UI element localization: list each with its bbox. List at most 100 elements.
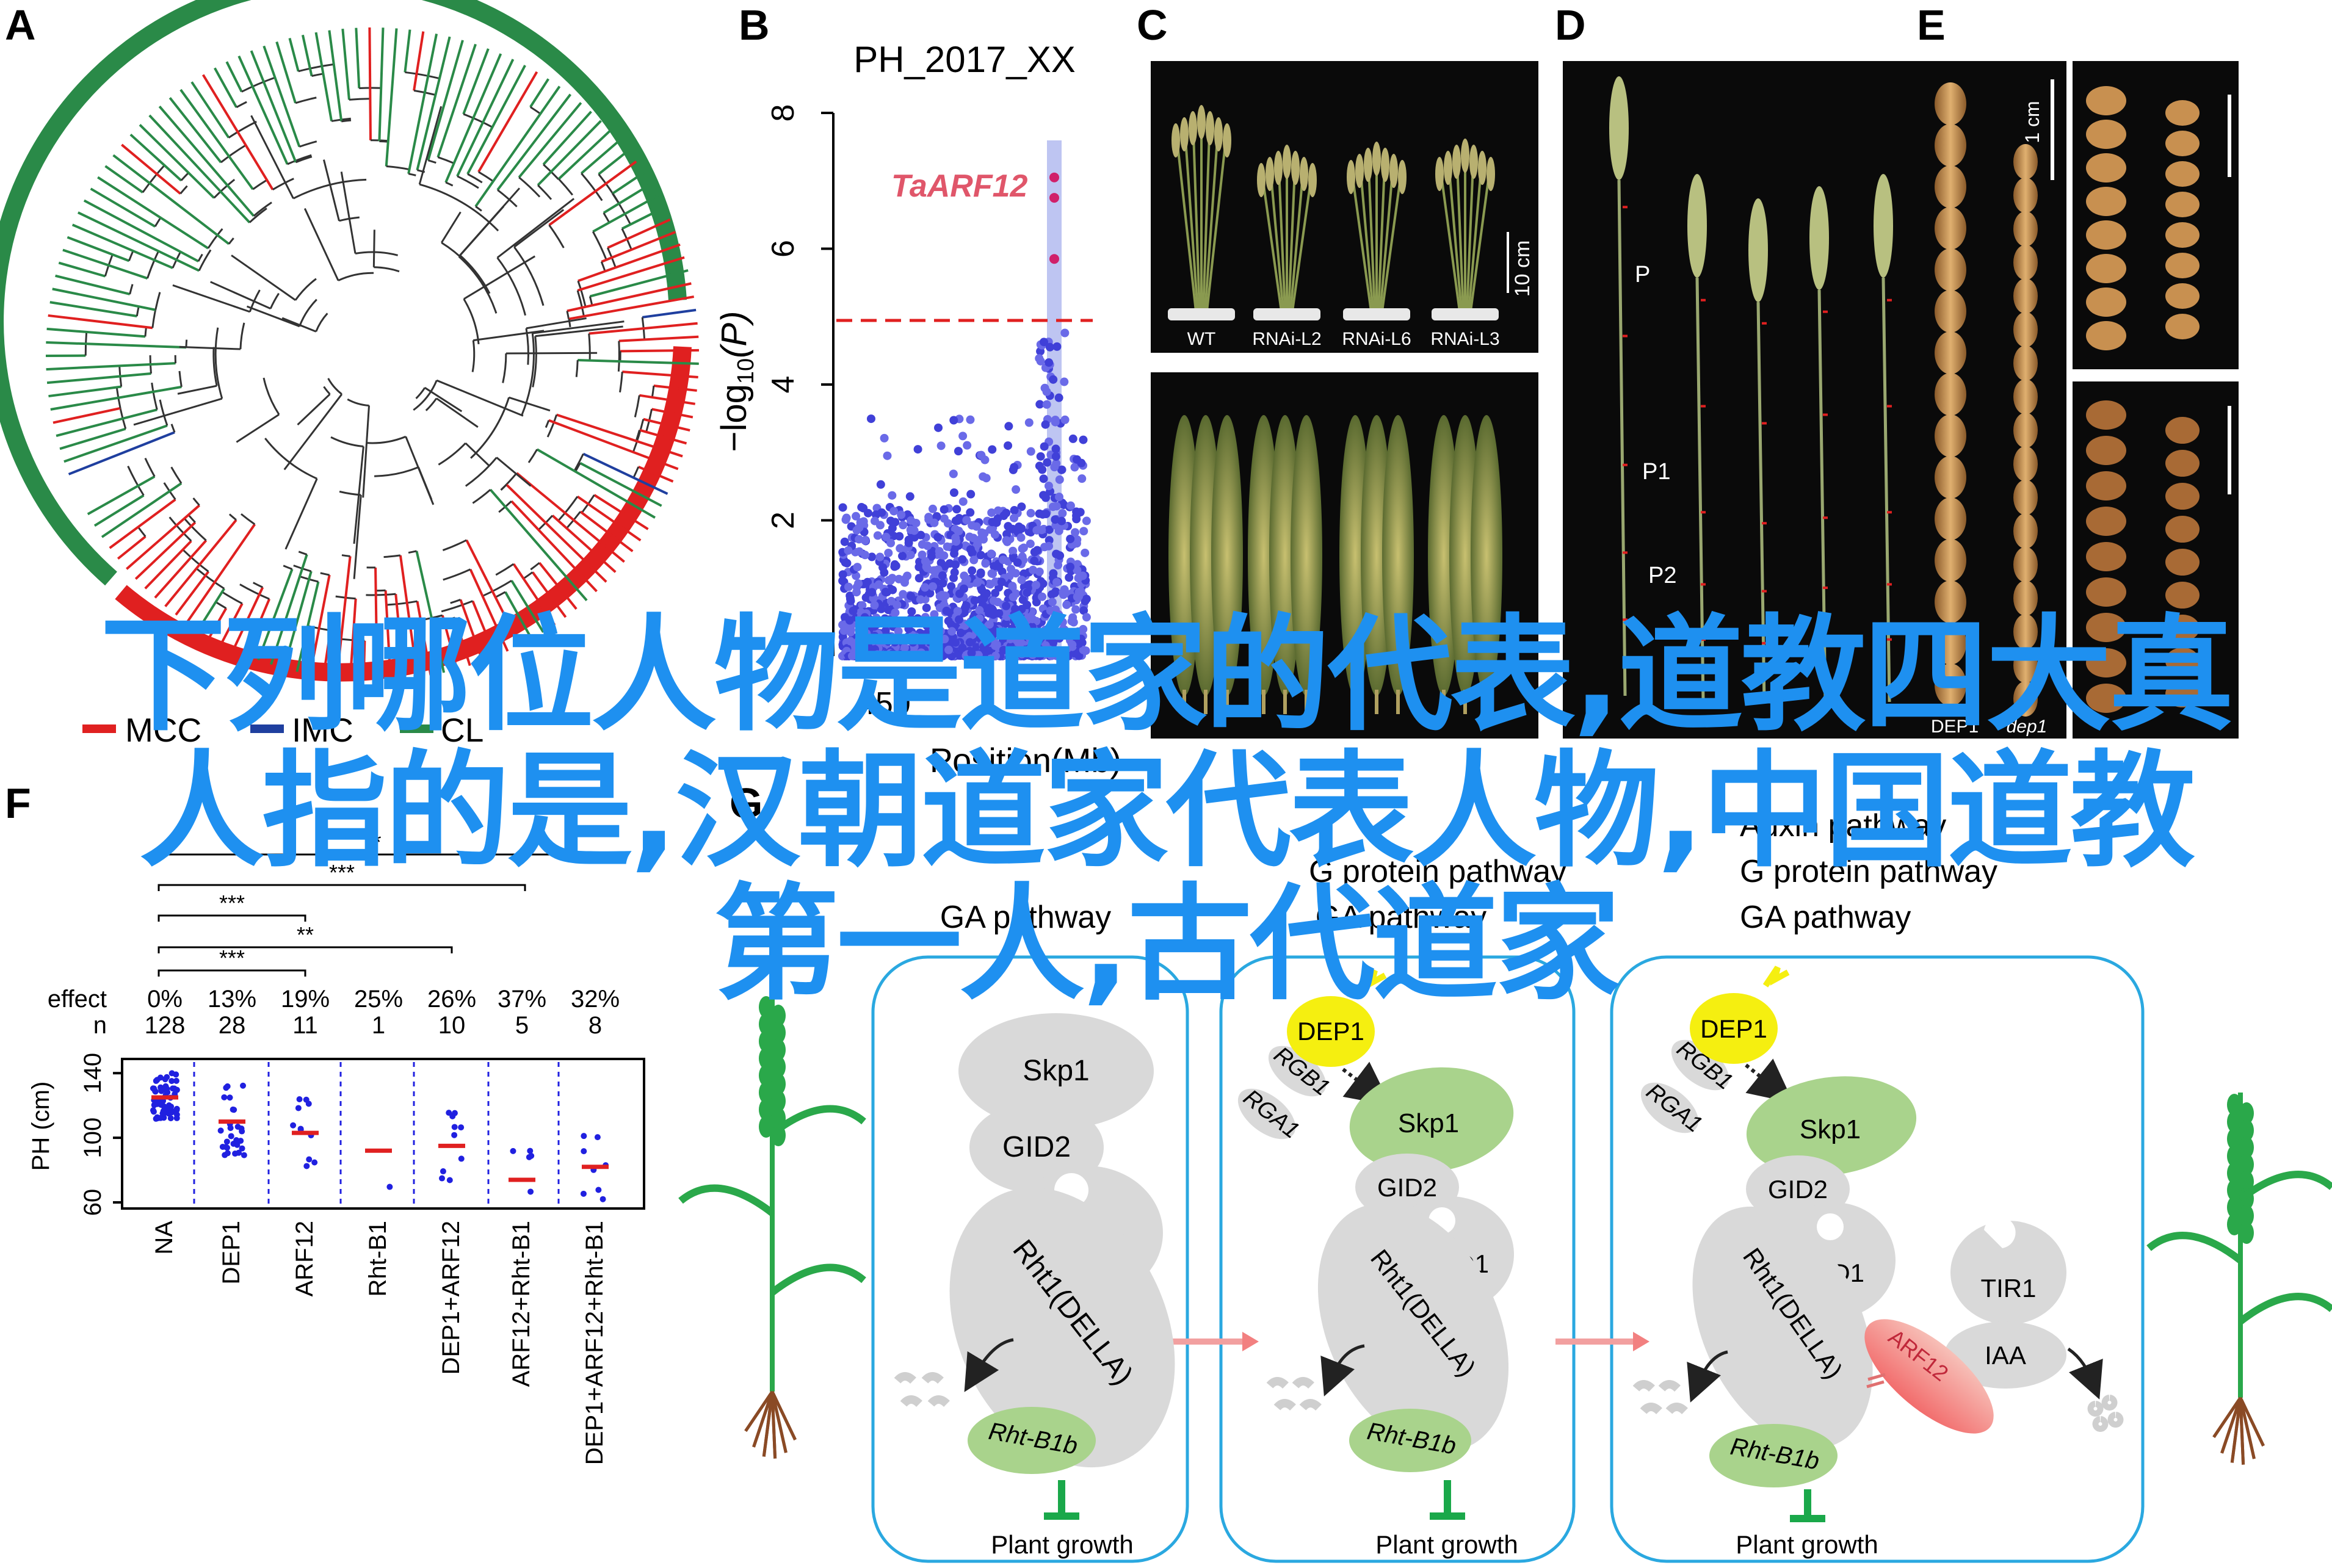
grain-dep1 [1935, 165, 1966, 208]
tree-node-arc [634, 395, 640, 417]
snp-point [890, 638, 899, 647]
phenotype-point [168, 1078, 175, 1085]
snp-point [1036, 452, 1045, 461]
tree-internal-branch [513, 209, 565, 248]
tree-node-arc [530, 562, 540, 571]
tree-node-arc [592, 231, 607, 261]
tree-node-arc [178, 370, 183, 388]
tree-leaf [53, 406, 121, 424]
tree-leaf [622, 370, 698, 378]
n-value: 11 [292, 1012, 318, 1039]
tree-internal-branch [322, 159, 340, 222]
snp-point [903, 651, 912, 660]
tree-internal-arc [415, 387, 426, 399]
inhibition-stem [1058, 1480, 1065, 1514]
grain-top-left [2086, 187, 2126, 216]
plant-grain [771, 1039, 786, 1061]
tree-node-arc [445, 181, 454, 187]
tree-node-arc [537, 184, 552, 200]
snp-point [1051, 605, 1060, 614]
grain-dep1 [1935, 622, 1966, 665]
snp-point [985, 631, 994, 640]
tree-node-arc [463, 113, 493, 128]
snp-point [1076, 634, 1085, 643]
tree-node-arc [500, 483, 507, 491]
grain-bottom-left [2086, 684, 2126, 713]
tree-leaf [427, 40, 464, 161]
chart-title: PH_2017_XX [853, 39, 1076, 80]
tree-internal-arc [299, 298, 317, 327]
rga1-shape-3 [1640, 1082, 1699, 1133]
snp-point [985, 620, 994, 629]
effect-value: 19% [281, 986, 330, 1013]
snp-point [966, 545, 975, 554]
snp-point [1026, 539, 1035, 548]
tree-leaf [612, 172, 645, 195]
tree-internal-arc [269, 292, 280, 309]
phenotype-point [599, 1196, 606, 1202]
tree-node-arc [546, 414, 558, 438]
snp-point [966, 508, 975, 517]
snp-point [1018, 646, 1027, 656]
tree-node-arc [341, 119, 352, 123]
tree-internal-branch [496, 198, 575, 259]
snp-point [933, 533, 943, 542]
plant-stem [1192, 115, 1201, 312]
tree-leaf [489, 488, 588, 601]
snp-point [1049, 375, 1058, 384]
plant-grain [771, 1073, 786, 1095]
tree-node-arc [566, 311, 570, 319]
snp-point [1052, 342, 1062, 351]
effect-value: 0% [147, 986, 183, 1013]
box3-complex: RGA1 RGB1 DEP1 Skp1 GID2 GID1 Rht1(DELLA… [1632, 966, 2124, 1559]
group-dividers [193, 1062, 560, 1207]
iaa-label: IAA [1985, 1341, 2026, 1370]
stem [1695, 277, 1705, 703]
plant-root [770, 1390, 797, 1440]
tree-node-arc [144, 458, 156, 477]
tree-node-arc [222, 591, 243, 605]
tree-leaf [579, 510, 634, 552]
snp-point [1050, 463, 1059, 472]
snp-point [949, 416, 958, 425]
n-value: 128 [145, 1012, 186, 1039]
tree-leaf [465, 539, 521, 646]
snp-point [1073, 592, 1082, 601]
tree-leaf [56, 408, 158, 437]
grain-dep1-mutant [2013, 681, 2038, 717]
tree-leaf [477, 71, 538, 173]
tree-internal-arc [458, 256, 498, 314]
tree-node-arc [239, 583, 270, 600]
snp-point [914, 574, 924, 583]
tree-node-arc [144, 327, 147, 337]
tree-leaf [83, 199, 199, 262]
tree-node-arc [299, 140, 317, 148]
tree-leaf [579, 461, 662, 507]
grain-top-right [2165, 100, 2200, 126]
grain-dep1-mutant [2013, 446, 2038, 482]
tree-internal-arc [470, 397, 510, 459]
tree-leaf [55, 274, 131, 295]
phenotype-point [222, 1144, 229, 1151]
node-marker [1701, 638, 1706, 641]
grain-dep1 [1935, 414, 1966, 457]
snp-point [943, 542, 952, 551]
snp-point [854, 579, 863, 588]
tree-node-arc [195, 568, 225, 590]
plant-spike [1372, 142, 1381, 176]
snp-point [890, 560, 899, 569]
snp-point [974, 651, 983, 660]
plant-stem [1291, 167, 1314, 312]
tree-node-arc [600, 261, 606, 272]
iaa-fragments [2087, 1395, 2124, 1432]
tree-node-arc [545, 420, 550, 428]
snp-point [1041, 420, 1050, 429]
tree-node-arc [170, 466, 183, 484]
snp-point [1055, 493, 1064, 502]
tree-leaf [510, 500, 598, 593]
tree-leaf [454, 617, 471, 667]
tree-leaf [283, 571, 313, 669]
plant-stem [1350, 164, 1372, 312]
snp-point [986, 580, 995, 589]
snp-point [1018, 544, 1027, 554]
